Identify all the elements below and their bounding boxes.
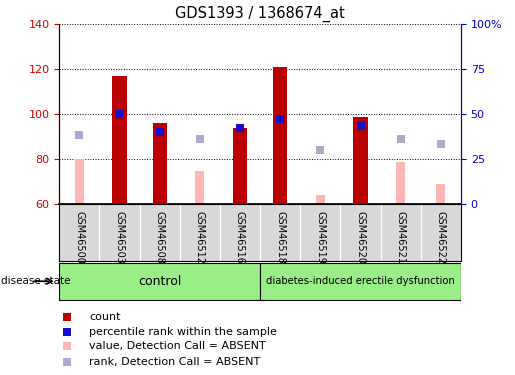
Text: GSM46508: GSM46508 (154, 211, 165, 264)
Bar (316, 195, 325, 204)
Point (316, 147, 324, 153)
Bar (152, 123, 167, 204)
Bar (75, 159, 84, 204)
Text: GSM46520: GSM46520 (355, 211, 366, 264)
Point (356, 123, 365, 129)
Point (115, 111, 124, 117)
Bar (233, 128, 247, 204)
Point (75, 132, 83, 138)
Bar (260, 262, 461, 300)
Bar (436, 184, 445, 204)
Point (276, 116, 284, 122)
Point (196, 136, 204, 142)
Bar (195, 171, 204, 204)
Text: GSM46503: GSM46503 (114, 211, 125, 264)
Bar (353, 117, 368, 204)
Point (63, 359, 72, 365)
Point (437, 141, 445, 147)
Text: percentile rank within the sample: percentile rank within the sample (90, 327, 277, 337)
Point (63, 344, 72, 350)
Bar (112, 76, 127, 204)
Text: diabetes-induced erectile dysfunction: diabetes-induced erectile dysfunction (266, 276, 455, 286)
Text: GSM46521: GSM46521 (396, 211, 406, 264)
Bar (273, 67, 287, 204)
Bar (396, 162, 405, 204)
Text: rank, Detection Call = ABSENT: rank, Detection Call = ABSENT (90, 357, 261, 367)
Bar (59, 262, 260, 300)
Text: disease state: disease state (1, 276, 71, 286)
Point (63, 329, 72, 335)
Text: GSM46516: GSM46516 (235, 211, 245, 264)
Text: value, Detection Call = ABSENT: value, Detection Call = ABSENT (90, 341, 266, 351)
Title: GDS1393 / 1368674_at: GDS1393 / 1368674_at (175, 5, 345, 22)
Point (156, 129, 164, 135)
Point (63, 314, 72, 320)
Text: count: count (90, 312, 121, 322)
Text: GSM46522: GSM46522 (436, 211, 446, 264)
Point (236, 125, 244, 131)
Text: GSM46500: GSM46500 (74, 211, 84, 264)
Point (397, 136, 405, 142)
Text: GSM46518: GSM46518 (275, 211, 285, 264)
Text: GSM46519: GSM46519 (315, 211, 325, 264)
Text: control: control (138, 275, 181, 288)
Text: GSM46512: GSM46512 (195, 211, 205, 264)
